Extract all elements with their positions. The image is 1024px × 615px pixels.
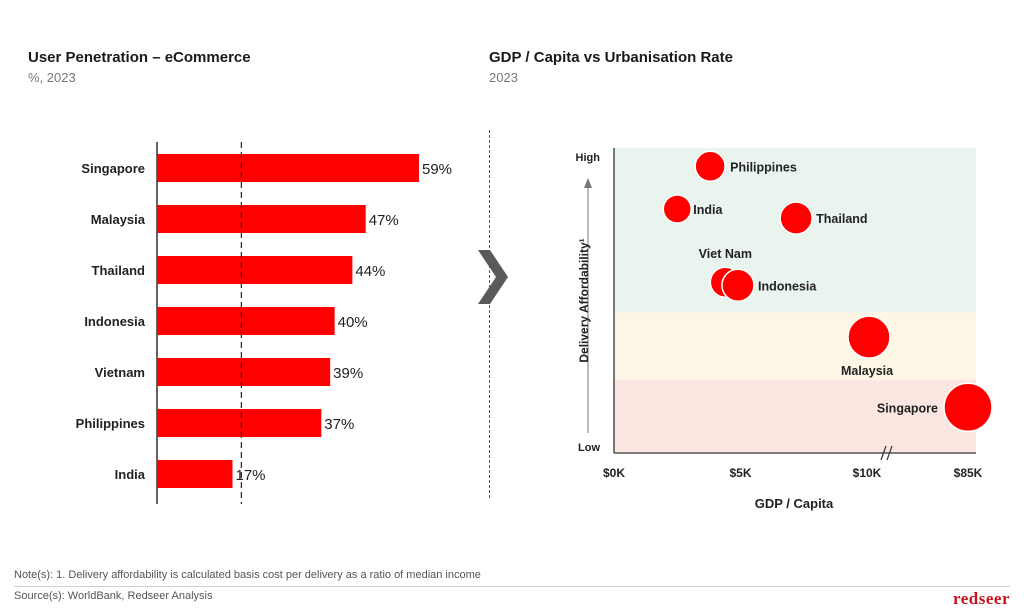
bar-value-label: 47% xyxy=(369,212,399,229)
footnote-note: Note(s): 1. Delivery affordability is ca… xyxy=(14,569,481,581)
bar-category-label: Malaysia xyxy=(91,212,146,227)
footer-divider xyxy=(14,586,1010,587)
bar-value-label: 40% xyxy=(338,314,368,331)
bar-category-label: Thailand xyxy=(92,263,146,278)
x-tick-label: $5K xyxy=(729,466,751,480)
bar-value-label: 37% xyxy=(324,416,354,433)
bar-category-label: Philippines xyxy=(76,416,145,431)
x-tick-label: $10K xyxy=(853,466,882,480)
footnote-source: Source(s): WorldBank, Redseer Analysis xyxy=(14,590,213,602)
bar-category-label: Vietnam xyxy=(95,365,145,380)
x-tick-label: $0K xyxy=(603,466,625,480)
x-axis-label: GDP / Capita xyxy=(755,496,834,511)
axis-break-mark xyxy=(880,445,887,461)
bar-value-label: 59% xyxy=(422,161,452,178)
bar xyxy=(157,205,366,233)
axis-break-mark xyxy=(886,445,893,461)
scatter-point-label: Singapore xyxy=(877,401,938,415)
bar xyxy=(157,409,322,437)
bar xyxy=(157,256,353,284)
bar xyxy=(157,358,331,386)
scatter-point-label: India xyxy=(693,203,723,217)
scatter-point xyxy=(694,150,726,183)
left-chart-subtitle: %, 2023 xyxy=(28,70,76,85)
scatter-point-label: Viet Nam xyxy=(699,247,752,261)
bar-value-label: 44% xyxy=(355,263,385,280)
y-axis-label: Delivery Affordability¹ xyxy=(577,238,591,362)
y-arrow-head xyxy=(584,178,592,188)
scatter-point-label: Indonesia xyxy=(758,279,817,293)
scatter-point-label: Philippines xyxy=(730,160,797,174)
scatter-point xyxy=(943,382,993,432)
background-band-bottom xyxy=(614,379,976,453)
bar-category-label: India xyxy=(115,467,146,482)
scatter-point-label: Thailand xyxy=(816,212,867,226)
right-chart-subtitle: 2023 xyxy=(489,70,518,85)
bar-value-label: 17% xyxy=(235,467,265,484)
gdp-affordability-scatter: $0K $5K $10K $85K High Low Delivery Affordabil… xyxy=(576,148,993,511)
bar-value-label: 39% xyxy=(333,365,363,382)
y-tick-high: High xyxy=(576,152,601,164)
right-chart-title: GDP / Capita vs Urbanisation Rate xyxy=(489,49,733,66)
penetration-bar-chart: Singapore 59% Malaysia 47% Thailand 44% Indone… xyxy=(76,142,452,504)
bar xyxy=(157,307,335,335)
bar xyxy=(157,154,419,182)
brand-logo: redseer xyxy=(953,589,1010,608)
bar xyxy=(157,460,233,488)
background-band-middle xyxy=(614,312,976,380)
scatter-point xyxy=(779,201,813,235)
scatter-point xyxy=(662,194,692,224)
y-tick-low: Low xyxy=(578,442,600,454)
chevron-right-icon xyxy=(478,250,508,304)
scatter-point-label: Malaysia xyxy=(841,364,894,378)
bar-category-label: Singapore xyxy=(81,161,145,176)
scatter-point xyxy=(847,315,891,359)
bar-category-label: Indonesia xyxy=(84,314,145,329)
left-chart-title: User Penetration – eCommerce xyxy=(28,49,251,66)
x-tick-label: $85K xyxy=(954,466,983,480)
panel-divider xyxy=(489,130,490,498)
scatter-point xyxy=(721,268,755,302)
